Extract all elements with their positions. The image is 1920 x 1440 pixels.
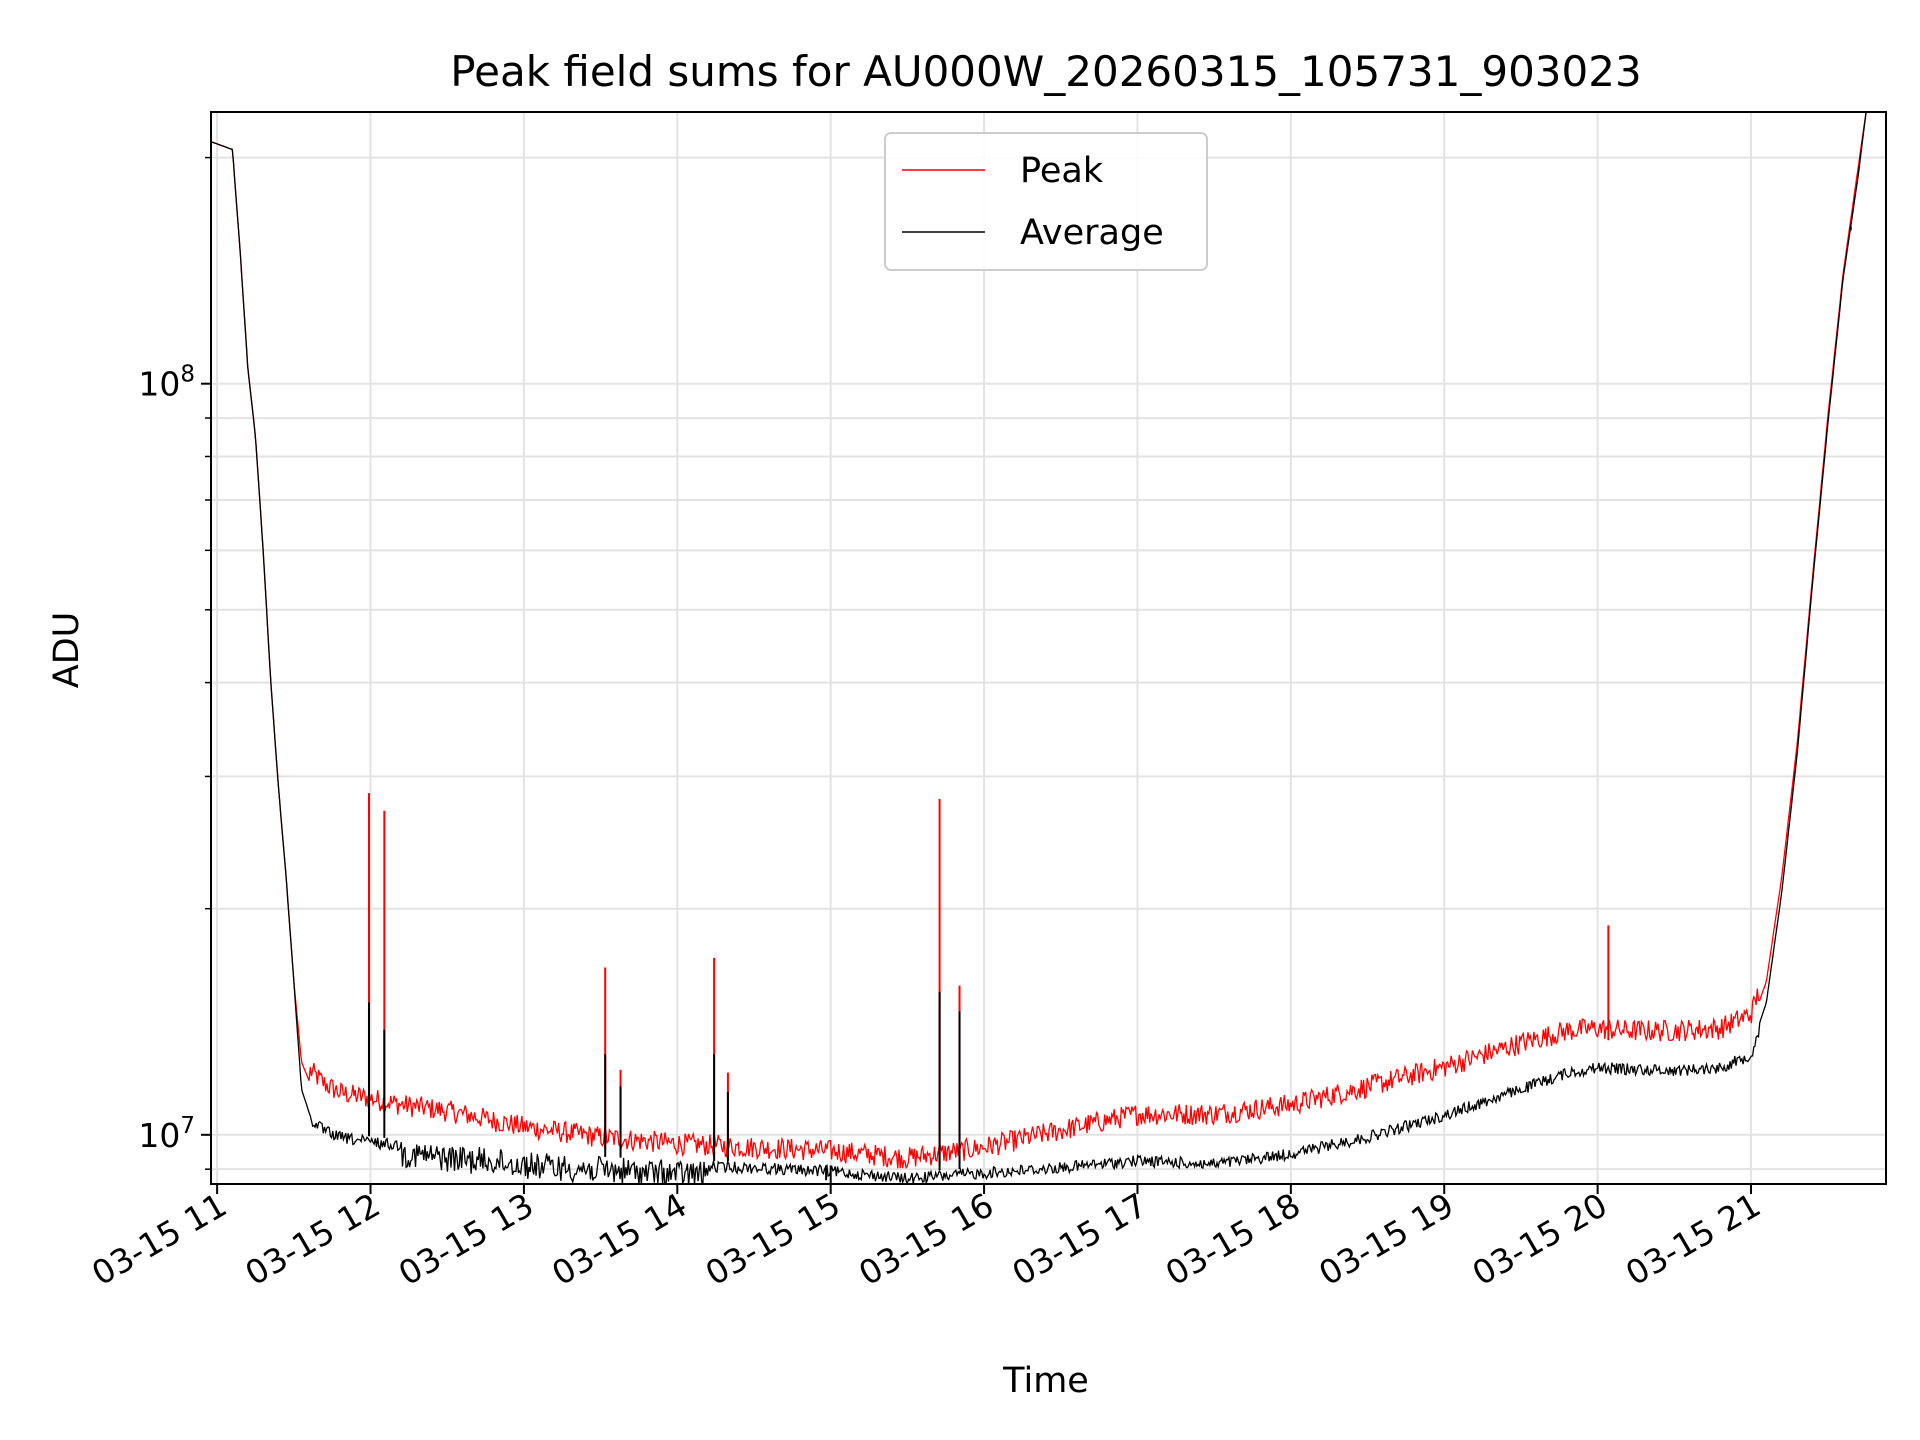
average-series-line (211, 112, 1867, 1184)
y-axis-label: ADU (47, 612, 87, 689)
chart-title: Peak field sums for AU000W_20260315_1057… (450, 47, 1641, 96)
plot-lines (211, 112, 1867, 1184)
legend-average-label: Average (1020, 213, 1164, 253)
peak-series-line (211, 112, 1867, 1169)
legend-box (884, 132, 1208, 271)
legend: Peak Average (884, 132, 1208, 271)
x-axis-label: Time (1002, 1361, 1089, 1401)
plot-frame (210, 111, 1887, 1185)
legend-peak-label: Peak (1020, 151, 1104, 191)
